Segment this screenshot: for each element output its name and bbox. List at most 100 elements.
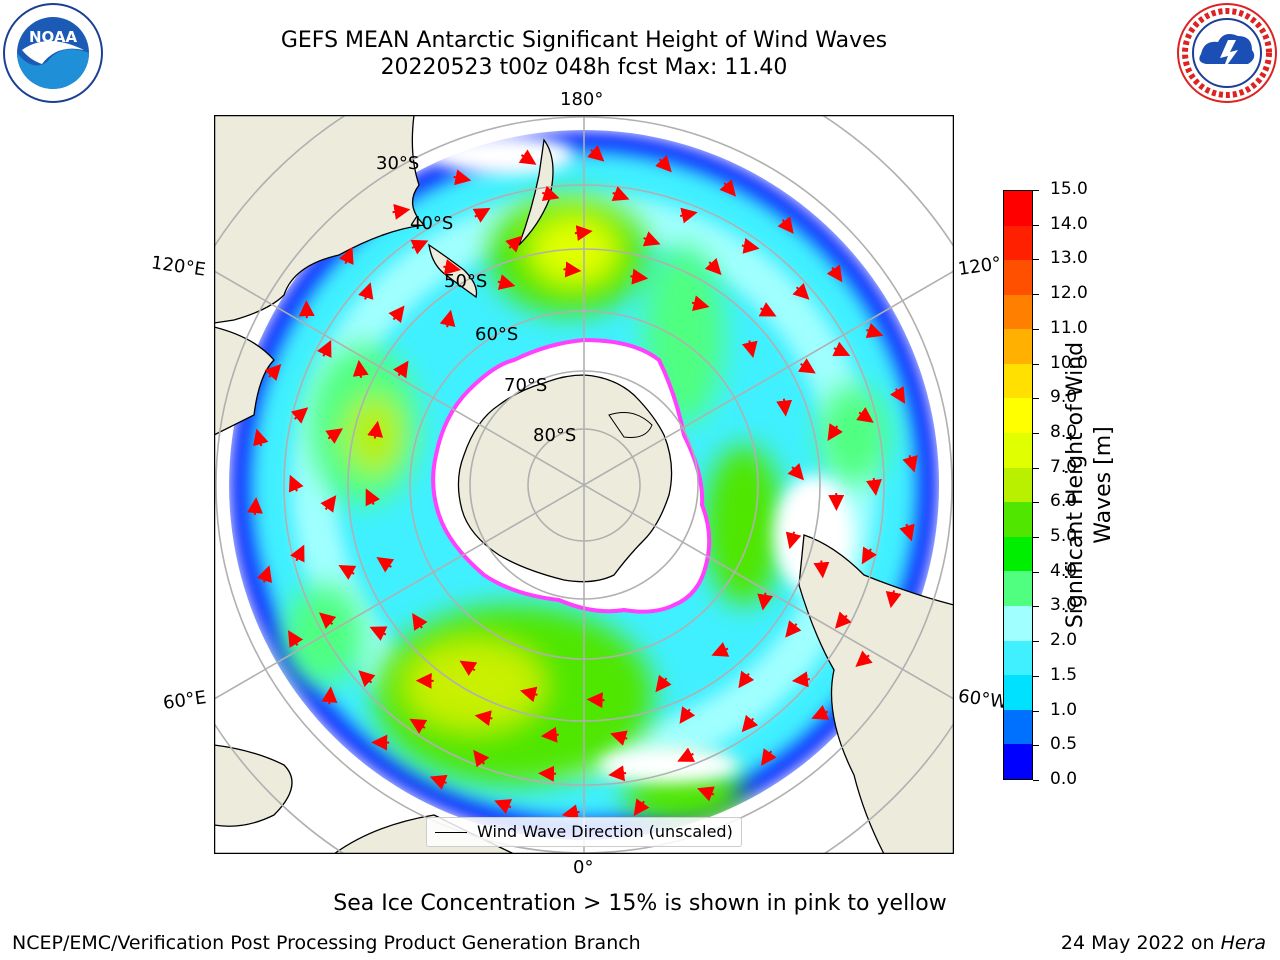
wave-arrow bbox=[586, 692, 605, 709]
wave-arrow bbox=[376, 556, 395, 573]
map-panel: 30°S 40°S 50°S 60°S 70°S 80°S Wind Wave … bbox=[214, 115, 954, 854]
lon-label-180: 180° bbox=[560, 89, 604, 110]
wave-arrow bbox=[439, 309, 456, 328]
colorbar-segment bbox=[1004, 640, 1032, 676]
colorbar-segment bbox=[1004, 571, 1032, 607]
colorbar-tick-mark bbox=[1033, 606, 1039, 608]
lon-label-0: 0° bbox=[573, 857, 594, 878]
wave-arrow bbox=[541, 185, 560, 202]
colorbar-tick-label: 1.5 bbox=[1050, 664, 1078, 685]
sea-ice-note: Sea Ice Concentration > 15% is shown in … bbox=[333, 891, 947, 916]
wave-arrow bbox=[890, 386, 906, 404]
nws-logo bbox=[1176, 2, 1278, 104]
wave-arrow bbox=[704, 257, 722, 276]
colorbar-tick-mark bbox=[1033, 641, 1039, 643]
colorbar-tick-label: 12.0 bbox=[1050, 283, 1088, 304]
wave-arrow bbox=[797, 358, 816, 374]
wave-arrow bbox=[318, 612, 337, 629]
wave-arrow bbox=[358, 670, 376, 688]
colorbar-segment bbox=[1004, 190, 1032, 226]
colorbar-segment bbox=[1004, 363, 1032, 399]
wave-arrow bbox=[288, 474, 304, 493]
colorbar-tick-mark bbox=[1033, 502, 1039, 504]
wave-arrow bbox=[855, 650, 873, 667]
wave-arrow bbox=[392, 360, 409, 379]
chart-subtitle: 20220523 t00z 048h fcst Max: 11.40 bbox=[380, 55, 788, 80]
colorbar-segment bbox=[1004, 675, 1032, 710]
colorbar-tick-mark bbox=[1033, 363, 1039, 365]
wave-arrow bbox=[785, 620, 802, 638]
colorbar-tick-label: 2.0 bbox=[1050, 630, 1078, 651]
wave-arrow bbox=[630, 268, 649, 285]
wave-arrow bbox=[738, 670, 755, 689]
wave-arrow bbox=[459, 660, 478, 676]
colorbar-tick-label: 9.0 bbox=[1050, 387, 1078, 408]
wave-arrow bbox=[494, 799, 513, 814]
wave-arrow bbox=[587, 145, 605, 162]
colorbar-tick-label: 1.0 bbox=[1050, 699, 1078, 720]
lon-label-60e: 60°E bbox=[161, 687, 208, 714]
lat-label-80s: 80°S bbox=[533, 425, 576, 446]
colorbar-tick-label: 3.0 bbox=[1050, 595, 1078, 616]
wave-arrow bbox=[497, 274, 516, 290]
wave-arrow bbox=[574, 225, 593, 241]
wave-arrow bbox=[608, 765, 627, 782]
wave-arrow bbox=[866, 477, 882, 496]
wave-arrow bbox=[369, 626, 388, 641]
wave-arrow bbox=[861, 546, 877, 565]
wave-arrow bbox=[679, 207, 698, 224]
colorbar-tick-mark bbox=[1033, 224, 1039, 226]
colorbar-tick-label: 5.0 bbox=[1050, 526, 1078, 547]
colorbar-segment bbox=[1004, 606, 1032, 641]
wave-arrow bbox=[256, 565, 273, 584]
lat-label-50s: 50°S bbox=[444, 271, 487, 292]
wave-arrow bbox=[388, 305, 405, 323]
wave-arrow bbox=[443, 259, 462, 275]
wave-arrow bbox=[338, 565, 357, 580]
wave-arrow bbox=[474, 710, 493, 727]
colorbar-tick-mark bbox=[1033, 467, 1039, 469]
wave-arrow bbox=[791, 671, 810, 688]
wave-arrow bbox=[253, 428, 269, 447]
colorbar-segment bbox=[1004, 709, 1032, 745]
wave-arrow bbox=[338, 247, 354, 265]
wave-arrow bbox=[832, 341, 851, 357]
colorbar-segment bbox=[1004, 329, 1032, 364]
wave-arrow bbox=[321, 686, 338, 705]
colorbar-tick-mark bbox=[1033, 259, 1039, 261]
colorbar-segment bbox=[1004, 225, 1032, 261]
wave-arrow bbox=[655, 674, 672, 693]
lat-label-40s: 40°S bbox=[410, 213, 453, 234]
colorbar-segment bbox=[1004, 433, 1032, 468]
lat-label-70s: 70°S bbox=[504, 375, 547, 396]
wave-arrow bbox=[518, 149, 537, 165]
colorbar-tick-mark bbox=[1033, 537, 1039, 539]
wave-arrow bbox=[412, 613, 428, 631]
lon-label-120e: 120°E bbox=[149, 252, 207, 281]
colorbar-tick-mark bbox=[1033, 675, 1039, 677]
colorbar-segment bbox=[1004, 467, 1032, 503]
wave-arrow bbox=[826, 264, 843, 283]
wave-arrow bbox=[352, 359, 369, 378]
wave-arrow bbox=[358, 282, 374, 300]
wave-arrow bbox=[655, 155, 672, 173]
wave-arrow bbox=[611, 186, 630, 201]
wave-arrow bbox=[317, 339, 332, 358]
wave-arrow bbox=[787, 463, 805, 481]
lat-label-60s: 60°S bbox=[475, 324, 518, 345]
colorbar-tick-mark bbox=[1033, 328, 1039, 330]
colorbar-tick-label: 4.0 bbox=[1050, 560, 1078, 581]
wave-arrow bbox=[885, 590, 902, 609]
wave-arrow bbox=[834, 611, 852, 629]
wave-arrow bbox=[367, 420, 384, 439]
wave-arrow bbox=[856, 407, 874, 423]
colorbar-tick-label: 11.0 bbox=[1050, 317, 1088, 338]
wave-arrow bbox=[472, 207, 491, 223]
wave-arrow bbox=[827, 423, 843, 441]
wave-arrow bbox=[540, 726, 559, 743]
wave-arrow bbox=[325, 428, 343, 444]
colorbar-segment bbox=[1004, 398, 1032, 434]
colorbar-segment bbox=[1004, 744, 1032, 779]
colorbar-tick-mark bbox=[1033, 398, 1039, 400]
wave-arrow bbox=[290, 544, 305, 563]
